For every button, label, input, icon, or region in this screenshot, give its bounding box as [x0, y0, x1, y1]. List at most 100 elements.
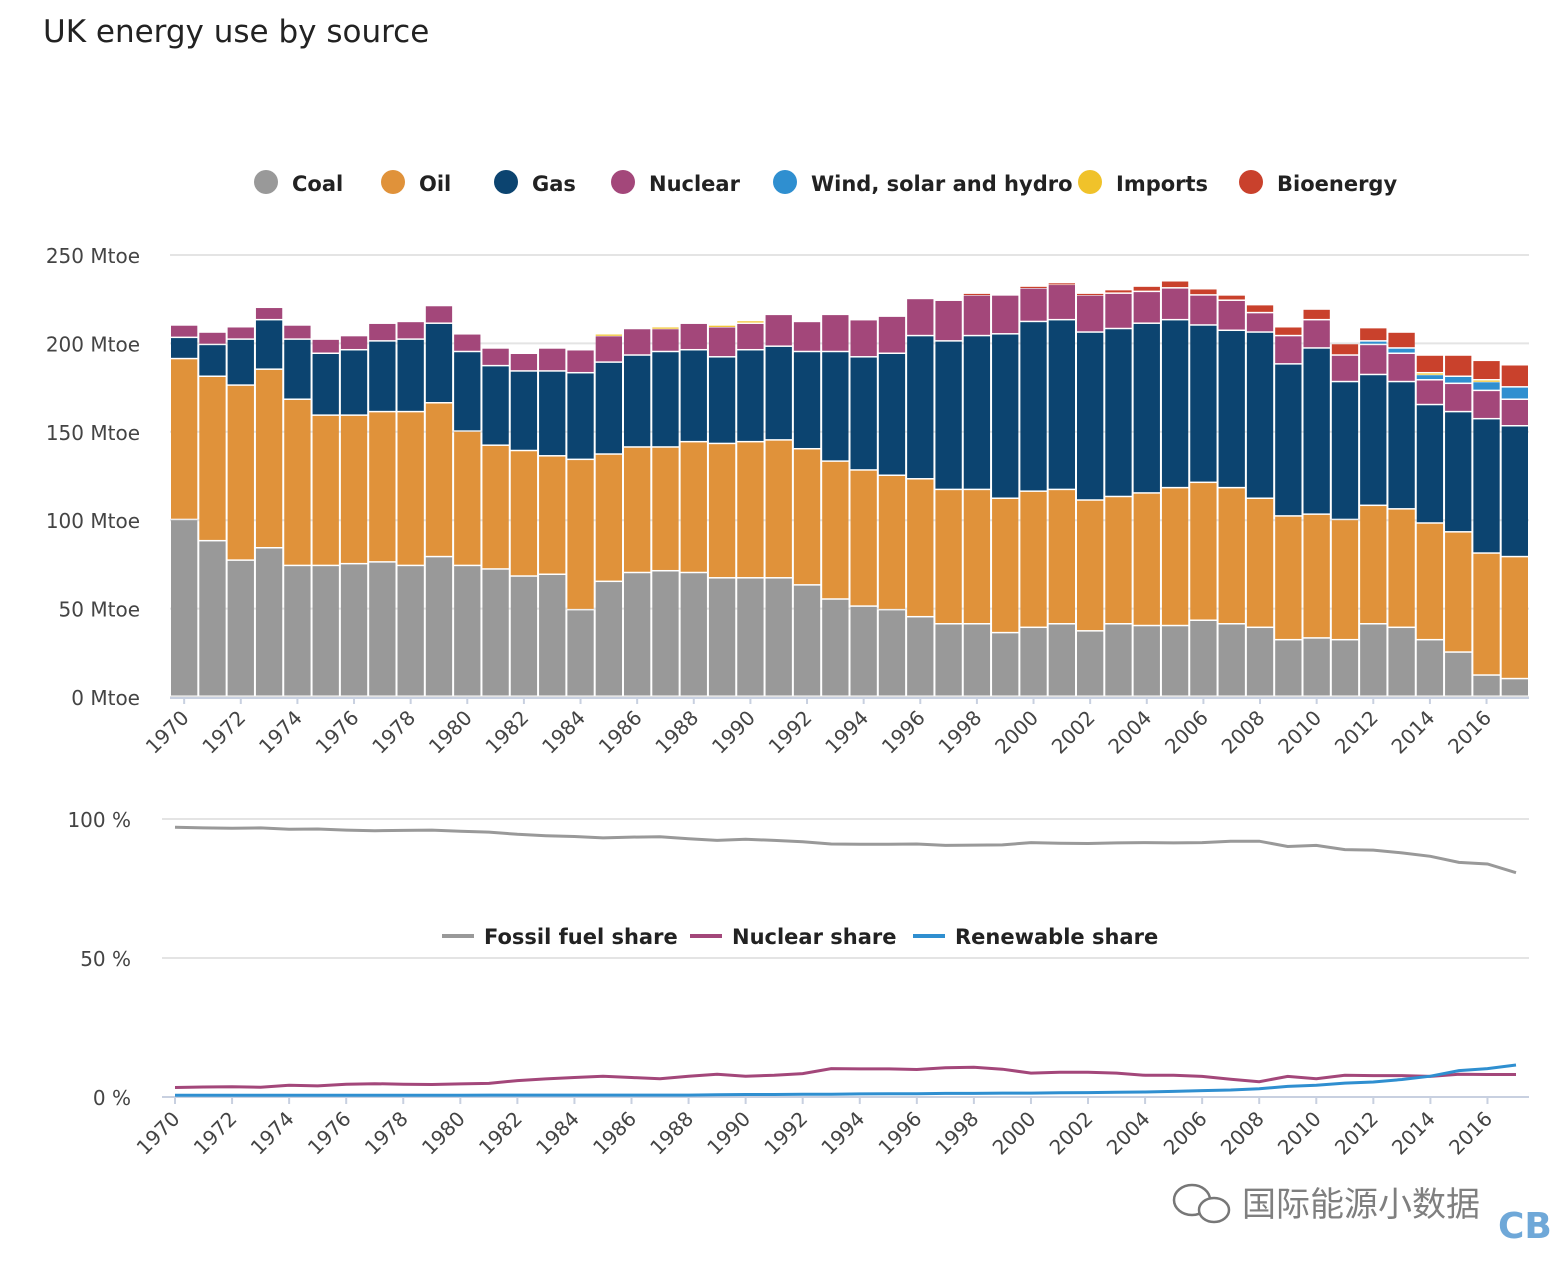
bar-oil-1996 — [907, 479, 934, 616]
bar-coal-2008 — [1246, 628, 1274, 696]
x-tick-label: 1976 — [303, 1107, 356, 1160]
bar-coal-1997 — [935, 624, 962, 696]
bar-gas-1976 — [340, 350, 368, 415]
bar-oil-1982 — [510, 451, 538, 576]
bar-bioenergy-2004 — [1133, 286, 1160, 291]
bar-coal-2017 — [1501, 679, 1528, 696]
bar-coal-1973 — [255, 548, 283, 696]
bar-imports-2016 — [1473, 380, 1500, 382]
x-tick-label: 2006 — [1160, 706, 1213, 759]
bar-nuclear-2005 — [1161, 288, 1189, 319]
bar-nuclear-2011 — [1331, 355, 1359, 381]
bar-nuclear-1983 — [539, 348, 566, 371]
y-tick-label: 50 Mtoe — [59, 598, 140, 622]
x-tick-label: 2016 — [1443, 706, 1496, 759]
bar-oil-1973 — [255, 369, 283, 547]
bar-gas-1980 — [454, 352, 481, 431]
x-tick-label: 2002 — [1047, 706, 1100, 759]
x-tick-label: 1998 — [933, 706, 986, 759]
bar-gas-2017 — [1501, 426, 1528, 556]
bar-oil-1970 — [171, 359, 198, 519]
legend-label: Imports — [1116, 172, 1208, 196]
bar-coal-1980 — [454, 566, 481, 696]
x-tick-label: 2000 — [988, 1107, 1041, 1160]
x-tick-label: 2014 — [1387, 1107, 1440, 1160]
bar-gas-1999 — [992, 334, 1019, 498]
x-tick-label: 1988 — [645, 1107, 698, 1160]
bar-coal-2000 — [1020, 628, 1047, 696]
bar-coal-1992 — [793, 585, 821, 696]
bar-bioenergy-2015 — [1445, 355, 1472, 376]
bar-oil-1999 — [992, 498, 1019, 632]
legend-label: Gas — [532, 172, 576, 196]
bar-nuclear-1973 — [255, 308, 283, 319]
bar-gas-1981 — [482, 366, 509, 445]
x-tick-label: 1970 — [132, 1107, 185, 1160]
bar-nuclear-1981 — [482, 348, 509, 365]
bar-coal-1985 — [595, 582, 622, 696]
bar-gas-1972 — [227, 339, 254, 385]
bar-bioenergy-2005 — [1161, 281, 1189, 288]
bar-gas-1984 — [567, 373, 594, 459]
legend-label: Wind, solar and hydro — [811, 172, 1073, 196]
y-tick-label: 150 Mtoe — [46, 421, 140, 445]
bar-gas-2013 — [1388, 382, 1415, 509]
bar-gas-1991 — [765, 346, 792, 440]
bar-bioenergy-2007 — [1218, 295, 1245, 300]
bar-coal-1995 — [878, 610, 906, 696]
bar-nuclear-1982 — [510, 354, 538, 371]
x-tick-label: 2004 — [1103, 706, 1156, 759]
x-tick-label: 2002 — [1045, 1107, 1098, 1160]
bar-gas-1988 — [680, 350, 707, 441]
bar-gas-1978 — [397, 339, 424, 411]
legend-marker — [1078, 170, 1102, 194]
bar-gas-1975 — [312, 354, 339, 415]
bar-oil-2013 — [1388, 509, 1415, 627]
bar-bioenergy-2002 — [1077, 293, 1104, 296]
x-tick-label: 1992 — [759, 1107, 812, 1160]
x-tick-label: 2014 — [1386, 706, 1439, 759]
bar-nuclear-1993 — [822, 315, 849, 351]
bar-coal-2014 — [1416, 640, 1444, 696]
bar-coal-1996 — [907, 617, 934, 696]
bar-gas-2006 — [1190, 325, 1217, 482]
x-tick-label: 1980 — [424, 706, 477, 759]
bar-coal-1988 — [680, 573, 707, 696]
bar-gas-1970 — [171, 338, 198, 358]
legend-label: Nuclear share — [732, 925, 896, 949]
bar-gas-2011 — [1331, 382, 1359, 519]
bar-gas-2015 — [1445, 412, 1472, 532]
bar-coal-1989 — [708, 578, 736, 696]
bar-oil-2017 — [1501, 557, 1528, 678]
legend-label: Bioenergy — [1277, 172, 1397, 196]
x-tick-label: 2012 — [1330, 706, 1383, 759]
bar-coal-1987 — [652, 571, 679, 696]
bar-gas-1982 — [510, 371, 538, 450]
bar-nuclear-1995 — [878, 316, 906, 353]
x-tick-label: 1982 — [480, 706, 533, 759]
bar-imports-1990 — [737, 321, 764, 323]
x-tick-label: 1980 — [417, 1107, 470, 1160]
bar-gas-1985 — [595, 362, 622, 454]
legend-marker — [494, 170, 518, 194]
y-tick-label: 0 Mtoe — [71, 686, 140, 710]
bar-nuclear-2015 — [1445, 384, 1472, 411]
bar-coal-1972 — [227, 560, 254, 696]
bar-coal-1982 — [510, 576, 538, 696]
bar-nuclear-2009 — [1275, 336, 1302, 364]
bar-bioenergy-2017 — [1501, 365, 1528, 387]
bar-gas-2016 — [1473, 419, 1500, 553]
bar-coal-2012 — [1360, 624, 1387, 696]
x-tick-label: 1972 — [197, 706, 250, 759]
bar-nuclear-1999 — [992, 295, 1019, 334]
x-tick-label: 2016 — [1444, 1107, 1497, 1160]
legend-marker — [773, 170, 797, 194]
x-tick-label: 2012 — [1330, 1107, 1383, 1160]
bar-nuclear-1996 — [907, 299, 934, 335]
x-tick-label: 1994 — [820, 706, 873, 759]
bar-oil-1976 — [340, 415, 368, 563]
x-tick-label: 2008 — [1216, 1107, 1269, 1160]
bar-coal-1975 — [312, 566, 339, 696]
bar-coal-1971 — [199, 541, 226, 696]
bar-nuclear-2001 — [1048, 285, 1075, 319]
